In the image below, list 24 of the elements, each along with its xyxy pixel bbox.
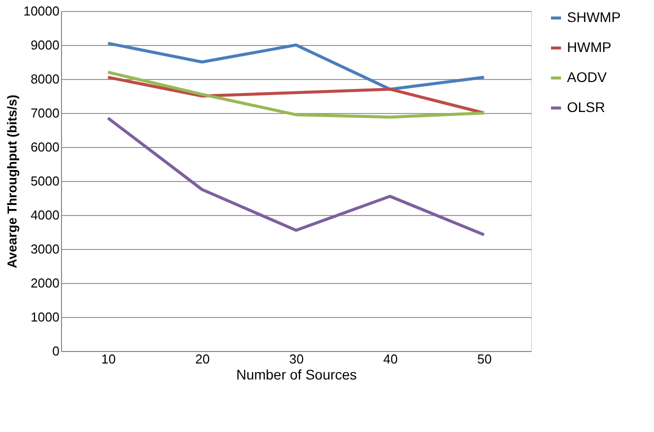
y-tick-label: 8000: [30, 72, 60, 86]
y-tick-label: 0: [52, 344, 60, 358]
y-tick-label: 5000: [30, 174, 60, 188]
x-tick-label: 20: [195, 352, 210, 366]
legend-label: OLSR: [567, 99, 606, 115]
y-tick-label: 6000: [30, 140, 60, 154]
legend-label: AODV: [567, 69, 608, 85]
y-tick-label: 3000: [30, 242, 60, 256]
y-tick-label: 4000: [30, 208, 60, 222]
x-tick-label: 10: [101, 352, 116, 366]
line-series: [106, 42, 486, 91]
y-tick-label: 9000: [30, 38, 60, 52]
y-tick-label: 10000: [23, 4, 60, 18]
legend-label: HWMP: [567, 39, 612, 55]
y-tick-label: 2000: [30, 276, 60, 290]
x-tick-label: 40: [383, 352, 398, 366]
x-axis-title: Number of Sources: [236, 366, 357, 382]
line-series: [106, 116, 486, 236]
y-axis-title: Avearge Throughput (bits/s): [4, 94, 20, 268]
legend-label: SHWMP: [567, 9, 621, 25]
x-tick-label: 30: [289, 352, 304, 366]
x-tick-label: 50: [477, 352, 492, 366]
y-tick-label: 7000: [30, 106, 60, 120]
y-tick-label: 1000: [30, 310, 60, 324]
